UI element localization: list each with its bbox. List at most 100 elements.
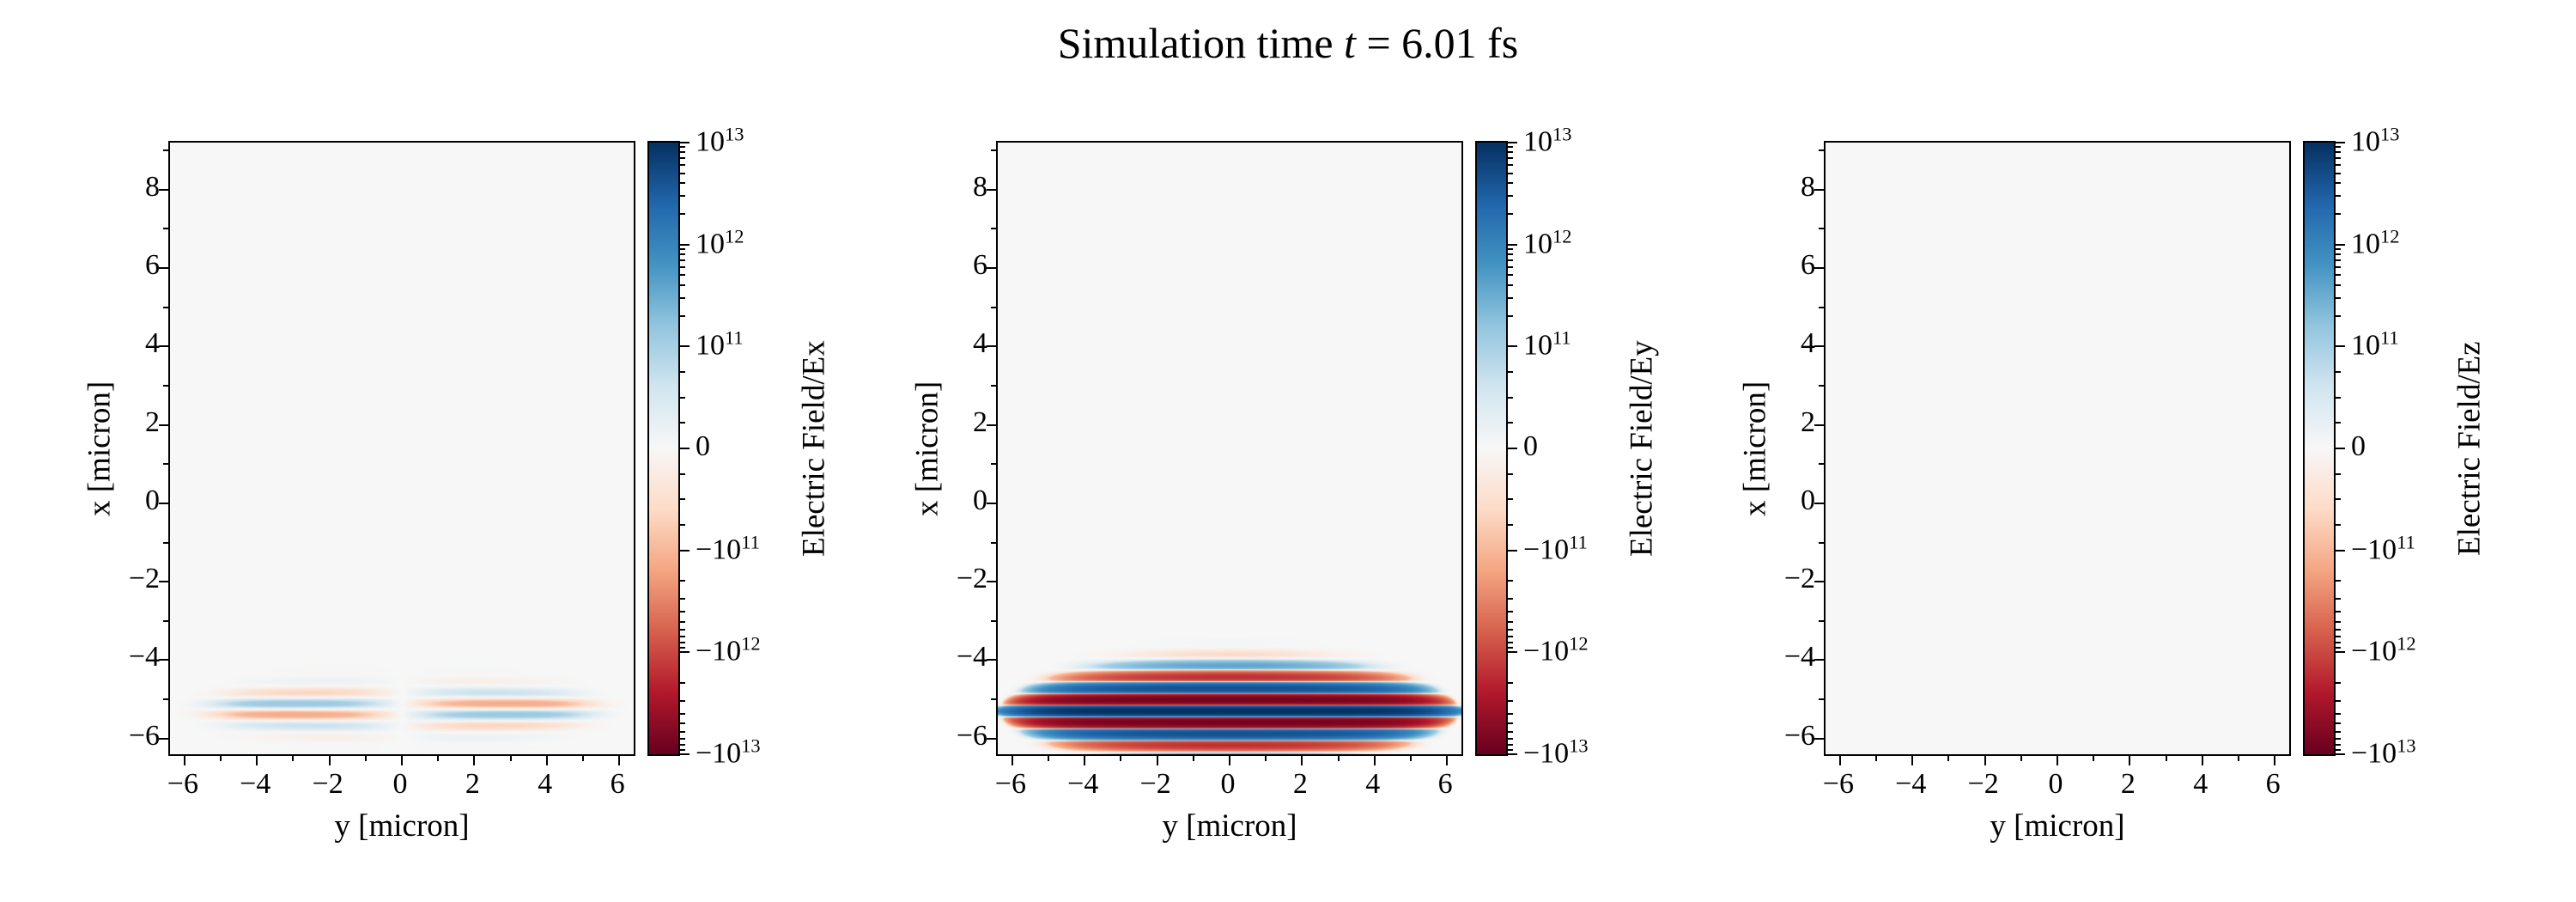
colorbar-minor-tick — [1508, 629, 1513, 631]
y-major-tick — [987, 737, 996, 740]
colorbar-tick-label: −1012 — [696, 632, 761, 667]
colorbar-label: Electric Field/Ex — [796, 340, 832, 557]
y-tick-label: −4 — [956, 641, 987, 673]
colorbar-tick-label: −1012 — [2351, 632, 2416, 667]
x-axis-tick-labels: −6 −4 −2 0 2 4 6 — [995, 765, 1463, 801]
colorbar-minor-tick — [2336, 371, 2341, 373]
y-minor-tick — [163, 541, 168, 544]
colorbar-minor-tick — [1508, 248, 1513, 251]
colorbar-minor-tick — [680, 611, 685, 613]
y-tick-label: −6 — [128, 719, 160, 752]
colorbar-minor-tick — [1508, 151, 1513, 154]
colorbar-minor-tick — [1508, 722, 1513, 725]
colorbar-major-tick — [680, 243, 690, 246]
y-minor-tick — [991, 698, 996, 701]
colorbar-minor-tick — [1508, 748, 1513, 751]
colorbar-minor-tick — [680, 371, 685, 373]
colorbar-minor-tick — [2336, 743, 2341, 746]
colorbar-major-tick — [680, 651, 690, 654]
colorbar-minor-tick — [1508, 396, 1513, 399]
x-minor-tick — [2093, 756, 2095, 761]
y-minor-tick — [1819, 463, 1824, 466]
colorbar-minor-tick — [1508, 146, 1513, 149]
y-tick-label: −2 — [1783, 563, 1815, 595]
title-text-suffix: = 6.01 fs — [1355, 19, 1519, 67]
y-tick-label: 6 — [145, 249, 160, 282]
y-minor-tick — [991, 228, 996, 230]
colorbar-minor-tick — [2336, 598, 2341, 600]
y-minor-tick — [991, 619, 996, 622]
colorbar-minor-tick — [680, 253, 685, 256]
x-minor-tick — [220, 756, 222, 761]
x-axis-tick-labels: −6 −4 −2 0 2 4 6 — [167, 765, 635, 801]
x-minor-tick — [509, 756, 512, 761]
x-minor-tick — [1192, 756, 1194, 761]
colorbar — [2303, 141, 2345, 756]
y-minor-tick — [1819, 228, 1824, 230]
colorbar-minor-tick — [680, 580, 685, 582]
axis-tick-marks — [987, 143, 1461, 765]
colorbar-major-tick — [2336, 651, 2345, 654]
y-minor-tick — [163, 306, 168, 308]
x-major-tick — [545, 756, 548, 765]
y-major-tick — [159, 502, 168, 504]
colorbar-minor-tick — [2336, 274, 2341, 277]
colorbar-minor-tick — [2336, 151, 2341, 154]
colorbar-minor-tick — [680, 748, 685, 751]
y-major-tick — [159, 345, 168, 348]
x-tick-label: 2 — [2120, 768, 2136, 800]
colorbar-minor-tick — [1508, 699, 1513, 702]
colorbar-major-tick — [1508, 243, 1517, 246]
colorbar-minor-tick — [1508, 283, 1513, 286]
colorbar-minor-tick — [1508, 172, 1513, 174]
x-tick-label: −4 — [240, 768, 271, 800]
y-minor-tick — [991, 149, 996, 152]
y-minor-tick — [163, 384, 168, 387]
x-major-tick — [618, 756, 621, 765]
colorbar-minor-tick — [680, 472, 685, 475]
x-major-tick — [2057, 756, 2058, 765]
colorbar-major-tick — [1508, 345, 1517, 348]
colorbar-tick-marks — [1477, 142, 1517, 755]
colorbar-minor-tick — [680, 314, 685, 317]
y-tick-label: 8 — [145, 171, 160, 204]
colorbar-minor-tick — [1508, 212, 1513, 215]
field-heatmap-canvas — [998, 143, 1461, 754]
colorbar-major-tick — [680, 142, 690, 143]
colorbar-gradient — [2305, 143, 2334, 754]
colorbar-minor-tick — [1508, 498, 1513, 501]
colorbar-tick-label: 1013 — [1523, 123, 1572, 158]
x-major-tick — [1838, 756, 1841, 765]
colorbar-minor-tick — [2336, 248, 2341, 251]
colorbar-gradient — [649, 143, 678, 754]
colorbar-minor-tick — [2336, 396, 2341, 399]
x-tick-label: −4 — [1895, 768, 1927, 800]
x-tick-label: 6 — [610, 768, 625, 800]
colorbar-minor-tick — [680, 146, 685, 149]
y-minor-tick — [163, 228, 168, 230]
y-major-tick — [159, 188, 168, 191]
x-major-tick — [473, 756, 476, 765]
x-minor-tick — [2237, 756, 2239, 761]
y-minor-tick — [163, 619, 168, 622]
colorbar-minor-tick — [2336, 314, 2341, 317]
y-axis-label: x [micron] — [82, 381, 118, 516]
colorbar-minor-tick — [680, 730, 685, 733]
colorbar-label: Electric Field/Ey — [1624, 340, 1660, 557]
colorbar-major-tick — [2336, 345, 2345, 348]
colorbar-major-tick — [2336, 448, 2345, 449]
colorbar-major-tick — [680, 448, 690, 449]
x-major-tick — [1156, 756, 1158, 765]
colorbar-minor-tick — [2336, 712, 2341, 715]
y-minor-tick — [1819, 619, 1824, 622]
colorbar-tick-labels: 1013 1012 1011 0 −1011 −1012 −1013 — [1520, 123, 1621, 769]
colorbar-minor-tick — [2336, 646, 2341, 649]
colorbar-minor-tick — [1508, 641, 1513, 643]
colorbar-minor-tick — [1508, 580, 1513, 582]
colorbar-minor-tick — [2336, 172, 2341, 174]
colorbar-minor-tick — [1508, 259, 1513, 262]
y-major-tick — [1814, 188, 1824, 191]
y-tick-label: 2 — [1801, 405, 1815, 438]
colorbar-minor-tick — [2336, 182, 2341, 185]
